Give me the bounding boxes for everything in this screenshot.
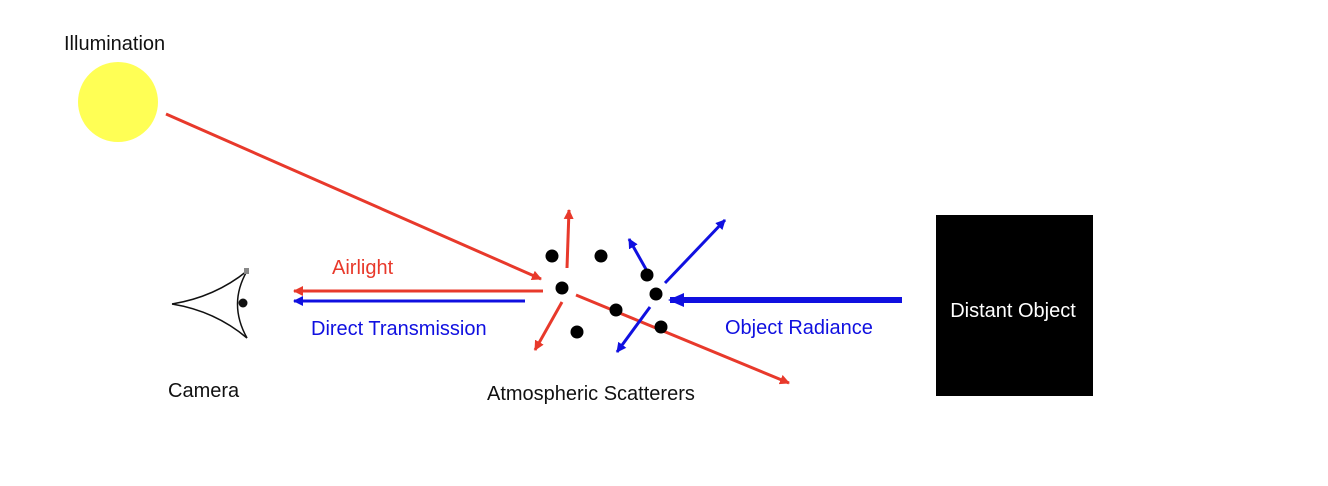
scatterer-particle-icon bbox=[649, 287, 663, 301]
scatterer-particle-icon bbox=[570, 325, 584, 339]
illumination-label: Illumination bbox=[64, 33, 165, 55]
atmospheric-scatterers-label: Atmospheric Scatterers bbox=[487, 383, 695, 405]
scatter-ray-down-left bbox=[533, 301, 564, 351]
airlight-label: Airlight bbox=[332, 257, 394, 279]
scatterer-particle-icon bbox=[654, 320, 668, 334]
distant-object-label: Distant Object bbox=[950, 300, 1076, 322]
scatterer-particle-icon bbox=[555, 281, 569, 295]
scatter-ray-blue-up-right bbox=[663, 218, 727, 285]
scatter-ray-blue-down-left bbox=[615, 306, 652, 353]
scatter-ray-blue-up-left bbox=[627, 238, 649, 272]
scatter-ray-up bbox=[563, 209, 574, 269]
scatterer-particle-icon bbox=[609, 303, 623, 317]
scatterer-particle-icon bbox=[594, 249, 608, 263]
distant-object-box bbox=[936, 215, 1093, 396]
eye-camera-icon bbox=[171, 268, 249, 339]
object-radiance-label: Object Radiance bbox=[725, 317, 873, 339]
scatterer-particle-icon bbox=[640, 268, 654, 282]
illumination-ray bbox=[165, 112, 542, 281]
scatterer-particles bbox=[545, 249, 668, 339]
scatterer-particle-icon bbox=[545, 249, 559, 263]
direct-transmission-label: Direct Transmission bbox=[311, 318, 487, 340]
transmitted-illumination-ray bbox=[575, 293, 790, 385]
sun-icon bbox=[78, 62, 158, 142]
camera-label: Camera bbox=[168, 380, 240, 402]
